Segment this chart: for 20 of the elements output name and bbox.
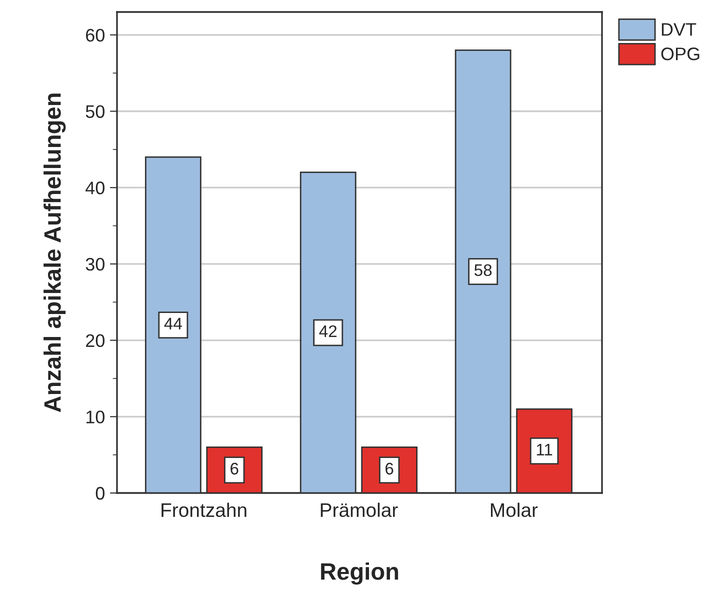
data-label: 42: [319, 325, 337, 337]
legend-label: OPG: [661, 48, 700, 60]
y-tick-label: 40: [86, 182, 104, 194]
y-tick-label: 0: [96, 486, 104, 500]
x-tick-label: Molar: [490, 502, 538, 518]
y-axis-title: Anzahl apikale Aufhellungen: [44, 94, 66, 412]
y-tick-label: 10: [86, 410, 104, 424]
data-label: 6: [386, 462, 394, 475]
x-tick-label: Frontzahn: [162, 502, 246, 518]
data-label: 11: [536, 444, 552, 456]
data-label: 58: [474, 264, 492, 276]
data-label: 44: [164, 318, 182, 330]
x-axis-title: Region: [321, 562, 398, 585]
y-tick-label: 50: [86, 105, 104, 118]
y-tick-label: 30: [86, 258, 104, 271]
y-tick-label: 60: [86, 28, 104, 42]
data-label: 6: [230, 462, 238, 475]
y-tick-label: 20: [86, 334, 104, 348]
legend-label: DVT: [662, 23, 696, 36]
x-tick-label: Prämolar: [320, 502, 398, 518]
